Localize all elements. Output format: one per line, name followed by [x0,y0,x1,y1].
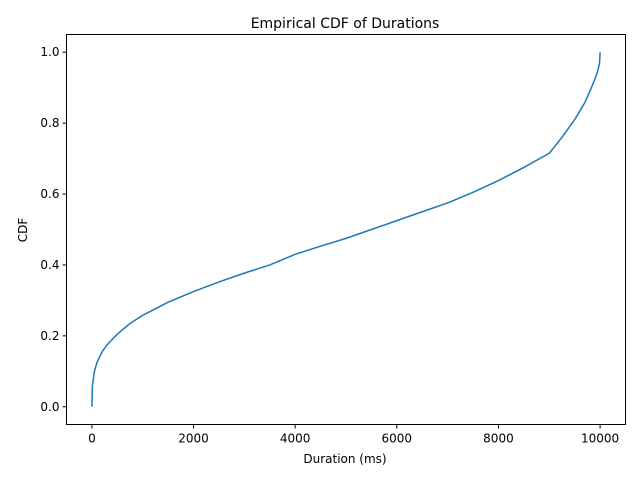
series-layer [91,52,601,407]
x-tick-label: 8000 [483,432,514,446]
y-axis-label: CDF [16,218,30,243]
y-axis: 0.0 0.2 0.4 0.6 0.8 1.0 [40,45,67,414]
x-tick-label: 0 [88,432,96,446]
y-tick-label: 0.6 [40,187,59,201]
x-tick-label: 2000 [178,432,209,446]
y-tick-label: 0.2 [40,329,59,343]
x-axis: 0 2000 4000 6000 8000 10000 [88,424,619,446]
y-tick-label: 0.0 [40,400,59,414]
cdf-line [91,52,601,407]
x-axis-label: Duration (ms) [303,452,386,466]
x-tick-label: 10000 [581,432,619,446]
plot-area: 0 2000 4000 6000 8000 10000 0.0 0.2 0.4 0.6 0.8 1.… [40,34,626,446]
axes-frame [66,34,626,425]
x-tick-label: 6000 [382,432,413,446]
x-tick-label: 4000 [280,432,311,446]
y-tick-label: 1.0 [40,45,59,59]
chart-title: Empirical CDF of Durations [251,16,440,32]
y-tick-label: 0.8 [40,116,59,130]
y-tick-label: 0.4 [40,258,59,272]
